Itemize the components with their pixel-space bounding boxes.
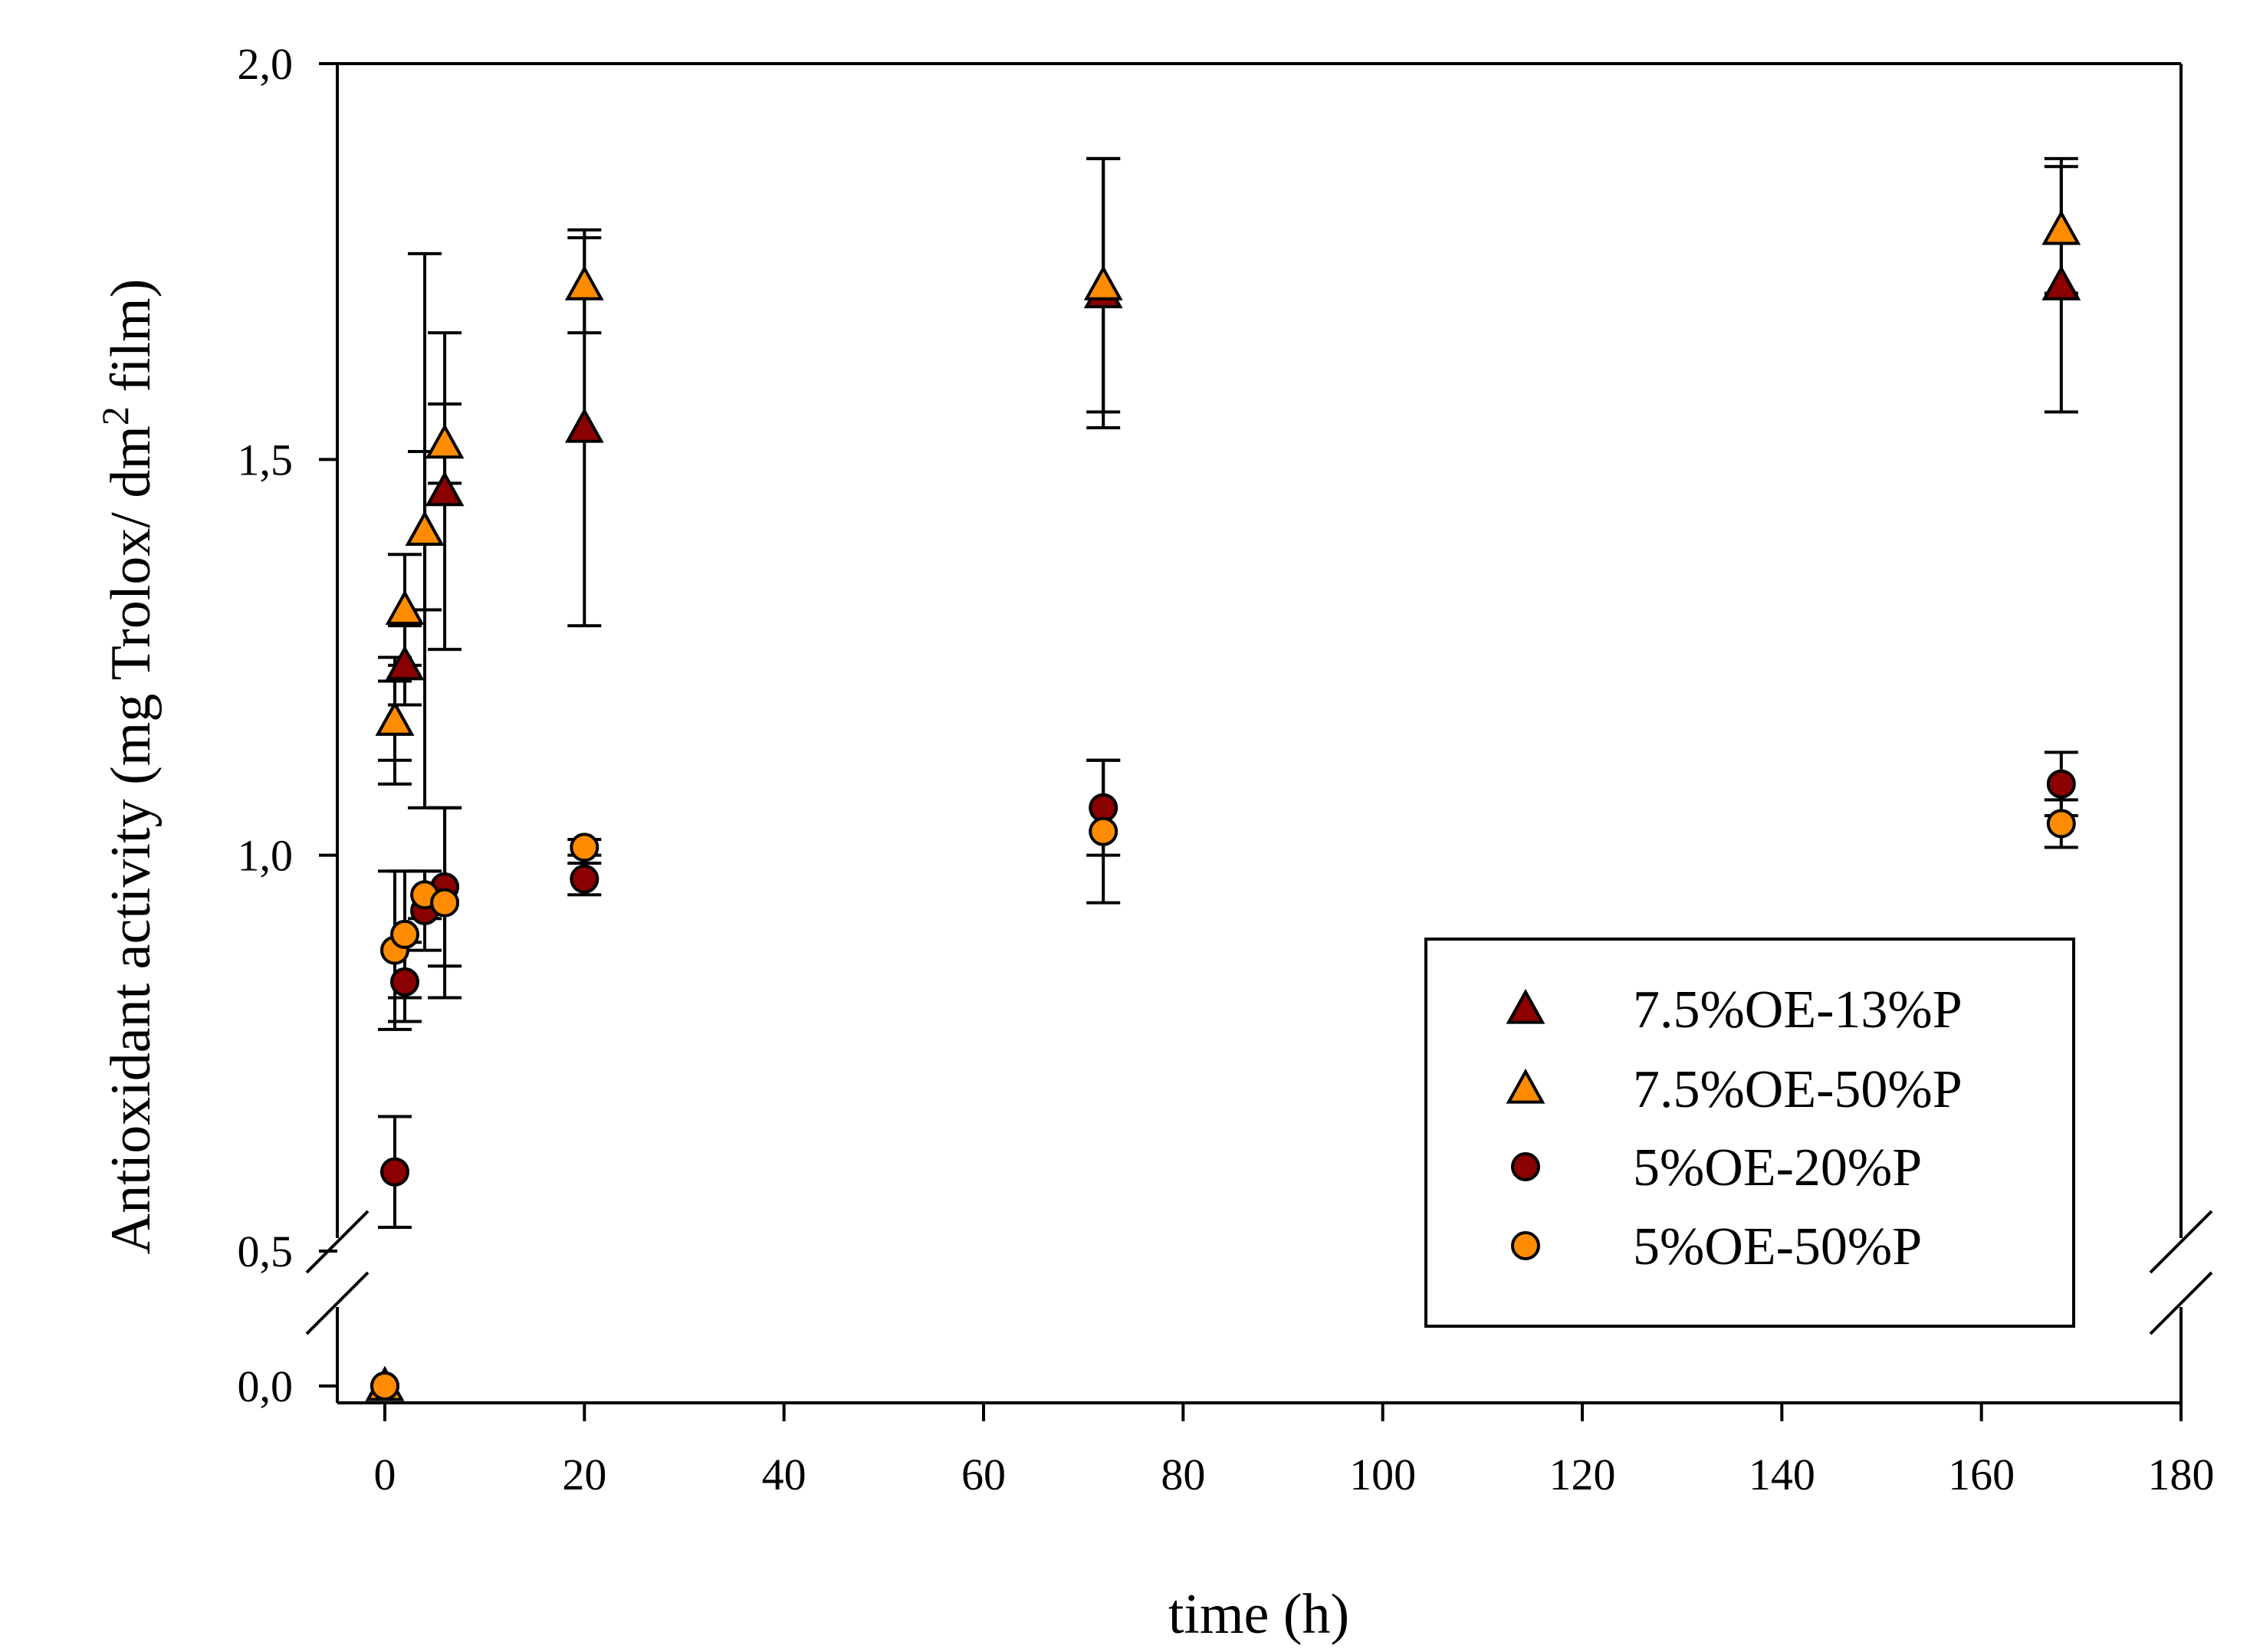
x-tick-label: 80 bbox=[1161, 1450, 1205, 1499]
x-tick-label: 40 bbox=[762, 1450, 806, 1499]
data-point-5-oe-20-p bbox=[390, 967, 420, 997]
data-point-7-5-oe-50-p bbox=[1083, 265, 1123, 301]
data-point-5-oe-50-p bbox=[2046, 809, 2076, 839]
legend: 7.5%OE-13%P 7.5%OE-50%P 5%OE-20%P 5%OE-50%P bbox=[1424, 938, 2075, 1328]
x-tick-label: 20 bbox=[562, 1450, 606, 1499]
legend-items: 7.5%OE-13%P 7.5%OE-50%P 5%OE-20%P 5%OE-50%P bbox=[1506, 980, 1963, 1276]
y-axis-title-main: Antioxidant activity (mg Trolox/ dm bbox=[100, 425, 163, 1254]
data-point-7-5-oe-50-p bbox=[564, 265, 604, 301]
y-axis-title-tail: film) bbox=[100, 279, 163, 406]
x-tick-label: 0 bbox=[374, 1450, 396, 1499]
data-point-7-5-oe-13-p bbox=[2041, 265, 2081, 301]
data-point-7-5-oe-13-p bbox=[564, 407, 604, 443]
data-point-5-oe-20-p bbox=[570, 864, 599, 894]
legend-marker bbox=[1511, 1231, 1540, 1260]
y-axis-title: Antioxidant activity (mg Trolox/ dm2 fil… bbox=[94, 279, 163, 1255]
x-tick-label: 120 bbox=[1549, 1450, 1616, 1499]
data-point-7-5-oe-13-p bbox=[385, 645, 425, 681]
axis-break-right-lower bbox=[2149, 1271, 2213, 1335]
y-tick-label: 0,5 bbox=[238, 1227, 294, 1276]
legend-label: 5%OE-50%P bbox=[1633, 1217, 1922, 1276]
y-tick-label: 2,0 bbox=[238, 39, 294, 89]
data-point-5-oe-50-p bbox=[1089, 816, 1118, 846]
data-point-5-oe-50-p bbox=[390, 919, 420, 949]
x-axis-title: time (h) bbox=[1168, 1583, 1349, 1646]
data-point-5-oe-20-p bbox=[2046, 769, 2076, 799]
x-tick-label: 100 bbox=[1349, 1450, 1416, 1499]
y-tick-label: 0,0 bbox=[238, 1361, 294, 1411]
data-point-7-5-oe-50-p bbox=[375, 700, 415, 736]
x-tick-label: 160 bbox=[1948, 1450, 2015, 1499]
legend-box bbox=[1424, 938, 2075, 1328]
y-ticks: 0,0 0,5 1,0 1,5 2,0 bbox=[238, 39, 337, 1411]
axis-break-right-upper bbox=[2149, 1210, 2213, 1274]
y-tick-label: 1,5 bbox=[238, 435, 294, 484]
y-axis-title-superscript: 2 bbox=[94, 406, 136, 425]
data-point-7-5-oe-50-p bbox=[405, 511, 445, 546]
legend-label: 7.5%OE-50%P bbox=[1633, 1060, 1963, 1119]
x-ticks: 0 20 40 60 80 100 120 140 160 180 bbox=[374, 1403, 2215, 1499]
legend-label: 7.5%OE-13%P bbox=[1633, 980, 1963, 1039]
data-point-5-oe-50-p bbox=[430, 888, 460, 918]
x-tick-label: 140 bbox=[1749, 1450, 1815, 1499]
x-tick-label: 60 bbox=[961, 1450, 1006, 1499]
legend-marker bbox=[1511, 1152, 1540, 1181]
data-point-5-oe-50-p bbox=[370, 1371, 399, 1401]
axis-break-left-upper bbox=[305, 1210, 370, 1274]
data-point-7-5-oe-13-p bbox=[425, 471, 465, 507]
axis-break-marks bbox=[305, 1210, 2213, 1335]
data-point-7-5-oe-50-p bbox=[425, 423, 465, 459]
legend-marker bbox=[1506, 1068, 1545, 1104]
legend-label: 5%OE-20%P bbox=[1633, 1138, 1922, 1197]
data-point-7-5-oe-50-p bbox=[2041, 209, 2081, 245]
data-markers bbox=[365, 209, 2081, 1401]
data-point-5-oe-20-p bbox=[380, 1157, 410, 1187]
data-point-5-oe-50-p bbox=[570, 833, 599, 862]
y-tick-label: 1,0 bbox=[238, 831, 294, 881]
data-point-7-5-oe-50-p bbox=[385, 590, 425, 626]
legend-marker bbox=[1506, 988, 1545, 1024]
data-point-5-oe-20-p bbox=[1089, 793, 1118, 823]
plot-frame bbox=[336, 62, 2183, 1404]
axis-break-left-lower bbox=[305, 1271, 370, 1335]
x-tick-label: 180 bbox=[2148, 1450, 2215, 1499]
